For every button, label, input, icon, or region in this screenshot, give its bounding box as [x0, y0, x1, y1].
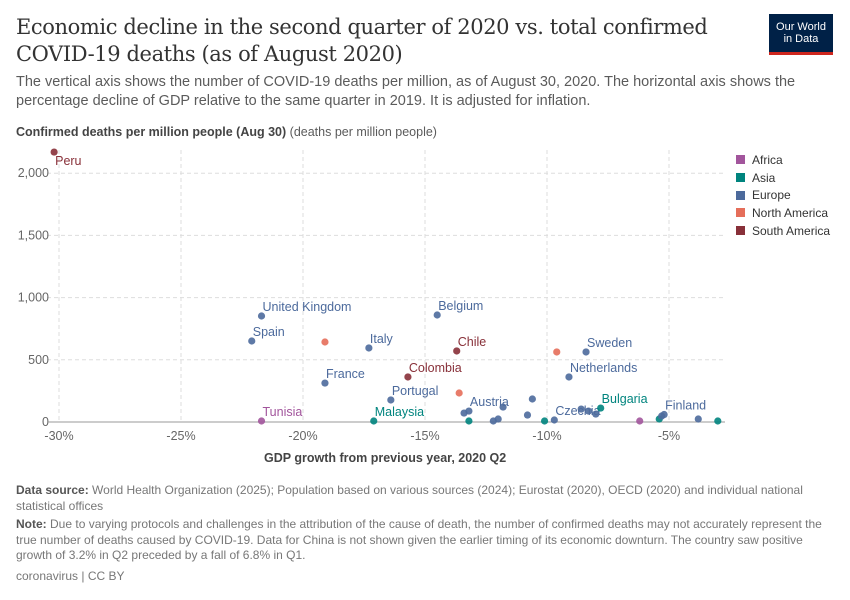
legend-label: Africa: [752, 152, 783, 167]
point-label: United Kingdom: [263, 300, 352, 314]
data-point: [582, 348, 590, 356]
data-point: [257, 312, 266, 320]
legend-item[interactable]: North America: [736, 204, 830, 222]
data-point: [248, 337, 256, 345]
data-point: [565, 373, 573, 381]
data-point: [50, 148, 58, 156]
legend-item[interactable]: Asia: [736, 169, 830, 187]
data-point: [465, 417, 473, 425]
point-label: Finland: [665, 399, 706, 413]
point-label: Italy: [370, 332, 394, 346]
legend-swatch: [736, 190, 745, 200]
x-tick-label: -30%: [44, 429, 73, 443]
data-point: [523, 411, 532, 419]
data-source: Data source: World Health Organization (…: [16, 483, 831, 514]
data-point: [433, 311, 441, 319]
data-point: [540, 417, 549, 425]
data-point: [455, 389, 463, 397]
point-label: France: [326, 367, 365, 381]
x-tick-label: -20%: [288, 429, 317, 443]
source-label: Data source:: [16, 483, 89, 497]
point-label: Bulgaria: [602, 392, 648, 406]
note-label: Note:: [16, 517, 47, 531]
data-point: [577, 405, 585, 413]
data-point: [597, 404, 605, 412]
x-tick-label: -10%: [532, 429, 561, 443]
y-tick-label: 1,000: [18, 291, 49, 305]
point-label: Sweden: [587, 336, 632, 350]
data-point: [528, 395, 536, 403]
y-axis-label-main: Confirmed deaths per million people (Aug…: [16, 125, 287, 139]
y-tick-label: 500: [28, 353, 49, 367]
legend-item[interactable]: South America: [736, 222, 830, 240]
legend: Africa Asia Europe North America South Ameri…: [736, 151, 830, 239]
y-axis-label: Confirmed deaths per million people (Aug…: [16, 125, 437, 139]
point-label: Netherlands: [570, 361, 637, 375]
data-point: [714, 417, 722, 425]
legend-label: North America: [752, 205, 829, 220]
data-point: [387, 396, 395, 404]
point-label: Tunisia: [263, 405, 303, 419]
y-tick-label: 1,500: [18, 228, 49, 242]
data-point: [404, 373, 412, 381]
legend-item[interactable]: Africa: [736, 151, 830, 169]
data-point: [584, 407, 593, 415]
x-axis-label: GDP growth from previous year, 2020 Q2: [264, 451, 507, 465]
data-point: [257, 417, 266, 425]
y-tick-label: 2,000: [18, 166, 49, 180]
point-label: Spain: [253, 325, 285, 339]
legend-item[interactable]: Europe: [736, 186, 830, 204]
x-tick-label: -25%: [166, 429, 195, 443]
note-text: Due to varying protocols and challenges …: [16, 517, 822, 562]
data-point: [365, 344, 373, 352]
point-label: Portugal: [392, 384, 439, 398]
data-point: [370, 417, 378, 425]
data-point: [499, 403, 507, 411]
legend-label: Europe: [752, 188, 791, 203]
data-point: [636, 417, 644, 425]
data-point: [553, 348, 561, 356]
data-point: [453, 347, 461, 355]
point-label: Austria: [470, 395, 509, 409]
data-point: [592, 410, 600, 418]
source-text: World Health Organization (2025); Popula…: [16, 483, 803, 513]
point-label: Peru: [55, 154, 81, 168]
logo-line1: Our World: [776, 21, 826, 33]
legend-label: Asia: [752, 170, 776, 185]
data-point: [321, 338, 329, 346]
legend-swatch: [736, 173, 745, 183]
data-point: [494, 415, 502, 423]
point-label: Belgium: [438, 299, 483, 313]
point-label: Chile: [458, 335, 487, 349]
data-point: [465, 407, 473, 415]
note: Note: Due to varying protocols and chall…: [16, 517, 831, 564]
chart-subtitle: The vertical axis shows the number of CO…: [16, 74, 796, 109]
point-label: Colombia: [409, 361, 462, 375]
logo-line2: in Data: [783, 33, 819, 45]
owid-logo[interactable]: Our World in Data: [769, 14, 833, 55]
data-point: [660, 410, 668, 419]
legend-swatch: [736, 208, 745, 218]
legend-swatch: [736, 226, 745, 236]
legend-label: South America: [752, 223, 831, 238]
y-axis-label-unit: (deaths per million people): [289, 125, 437, 139]
license[interactable]: coronavirus | CC BY: [16, 569, 125, 583]
x-tick-label: -15%: [410, 429, 439, 443]
x-tick-label: -5%: [658, 429, 680, 443]
y-tick-label: 0: [42, 415, 49, 429]
data-point: [321, 379, 329, 387]
data-point: [550, 416, 558, 424]
data-point: [694, 415, 702, 423]
chart-title: Economic decline in the second quarter o…: [16, 15, 708, 66]
legend-swatch: [736, 155, 745, 165]
point-label: Malaysia: [375, 405, 424, 419]
